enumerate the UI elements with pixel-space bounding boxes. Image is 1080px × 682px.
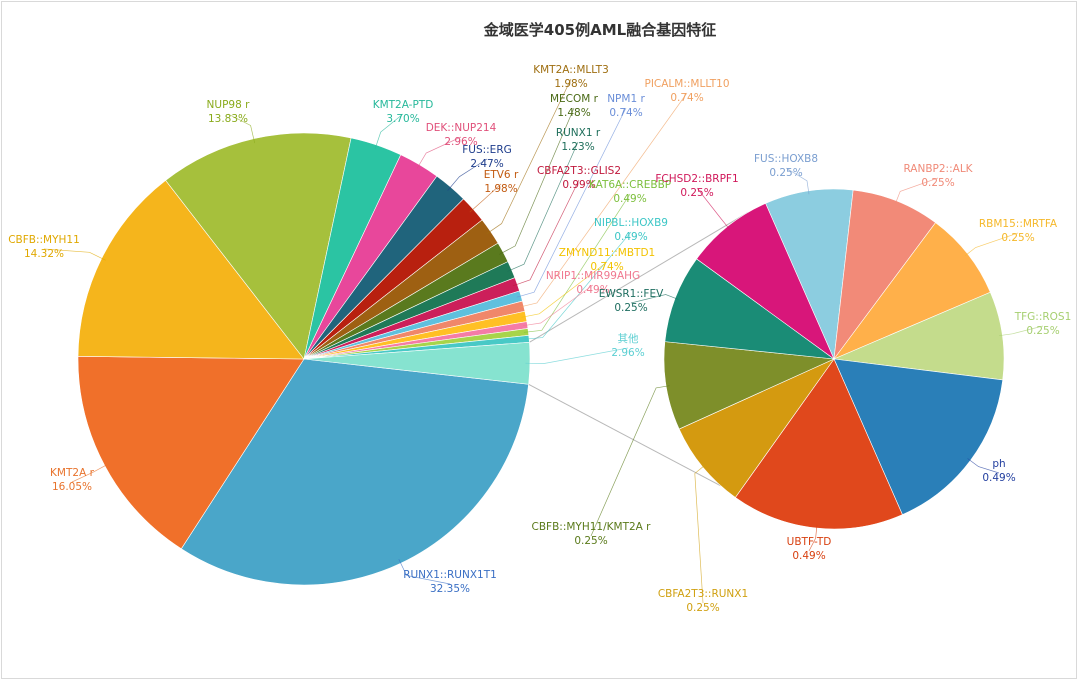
sub-label-rbm15-mrtfa: RBM15::MRTFA 0.25% — [979, 218, 1058, 244]
main-leader-line — [374, 113, 404, 150]
connector-lines — [528, 211, 749, 487]
main-leader-line — [525, 347, 629, 364]
sub-leader-line — [785, 167, 810, 195]
sub-leader-line — [694, 464, 706, 604]
main-label-leaders — [43, 78, 688, 585]
main-leader-line — [519, 92, 688, 308]
sub-label-leaders — [590, 167, 1044, 604]
main-label-kmt2a-r: KMT2A r 16.05% — [50, 467, 95, 493]
main-leader-line — [469, 183, 502, 213]
main-label-dek-nup214: DEK::NUP214 2.96% — [426, 122, 497, 148]
sub-label-cbfb-myh11-kmt2a-r: CBFB::MYH11/KMT2A r 0.25% — [532, 521, 652, 547]
sub-label-ewsr1-fev: EWSR1::FEV 0.25% — [599, 288, 664, 314]
sub-label-fchsd2-brpf1: FCHSD2::BRPF1 0.25% — [655, 173, 738, 199]
main-leader-line — [71, 463, 109, 483]
main-leader-line — [521, 261, 608, 318]
main-label-cbfb-myh11: CBFB::MYH11 14.32% — [8, 234, 80, 260]
main-label-etv6-r: ETV6 r 1.98% — [484, 169, 519, 195]
main-label-nrip1-mir99ahg: NRIP1::MIR99AHG 0.49% — [546, 270, 640, 296]
sub-leader-line — [630, 294, 679, 304]
main-leader-line — [398, 559, 451, 585]
sub-leader-line — [808, 524, 818, 552]
main-label-kmt2a-ptd: KMT2A-PTD 3.70% — [373, 99, 434, 125]
main-label-cbfa2t3-glis2: CBFA2T3::GLIS2 0.99% — [537, 165, 621, 191]
main-labels: RUNX1::RUNX1T1 32.35%KMT2A r 16.05%CBFB::M… — [8, 64, 729, 595]
sub-leader-line — [964, 232, 1019, 257]
pie-connector-line — [528, 383, 721, 487]
sub-leader-line — [894, 177, 939, 205]
main-leader-line — [486, 78, 572, 235]
main-label-fus-erg: FUS::ERG 2.47% — [462, 144, 512, 170]
main-leader-line — [516, 107, 627, 298]
sub-label-fus-hoxb8: FUS::HOXB8 0.25% — [754, 153, 818, 179]
sub-pie — [663, 188, 1005, 530]
main-leader-line — [523, 193, 631, 333]
main-leader-line — [524, 231, 632, 340]
sub-labels: FUS::HOXB8 0.25% RANBP2::ALK 0.25%RBM15::MR… — [532, 153, 1072, 614]
main-leader-line — [43, 248, 106, 261]
main-label-picalm-mllt10: PICALM::MLLT10 0.74% — [644, 78, 729, 104]
sub-label-tfg-ros1: TFG::ROS1 0.25% — [1014, 311, 1072, 337]
main-label-other: 其他 2.96% — [611, 332, 644, 359]
main-leader-line — [507, 141, 579, 272]
sub-label-ubtf-td: UBTF-TD 0.49% — [787, 536, 832, 562]
main-label-nipbl-hoxb9: NIPBL::HOXB9 0.49% — [594, 217, 668, 243]
sub-label-cbfa2t3-runx1: CBFA2T3::RUNX1 0.25% — [658, 588, 748, 614]
main-label-kat6a-crebbp: KAT6A::CREBBP 0.49% — [589, 179, 671, 205]
main-label-nup98-r: NUP98 r 13.83% — [207, 99, 251, 125]
sub-label-ph: ph 0.49% — [982, 458, 1015, 484]
main-leader-line — [416, 136, 462, 169]
main-leader-line — [499, 107, 575, 255]
sub-leader-line — [696, 187, 730, 230]
pie-connector-line — [529, 211, 749, 343]
main-leader-line — [227, 113, 256, 144]
main-label-zmynd11-mbtd1: ZMYND11::MBTD1 0.74% — [559, 247, 655, 273]
sub-label-ranbp2-alk: RANBP2::ALK 0.25% — [903, 163, 973, 189]
main-label-runx1-runx1t1: RUNX1::RUNX1T1 32.35% — [403, 569, 497, 595]
main-leader-line — [522, 284, 594, 327]
sub-leader-line — [998, 325, 1044, 337]
chart-title: 金域医学405例AML融合基因特征 — [483, 21, 716, 39]
sub-leader-line — [967, 458, 1000, 474]
main-label-runx1-r: RUNX1 r 1.23% — [556, 127, 601, 153]
sub-leader-line — [590, 385, 670, 537]
main-pie — [77, 132, 531, 586]
main-label-kmt2a-mllt3: KMT2A::MLLT3 1.98% — [533, 64, 609, 90]
main-label-npm1-r: NPM1 r 0.74% — [607, 93, 645, 119]
main-leader-line — [447, 158, 488, 191]
main-label-mecom-r: MECOM r 1.48% — [550, 93, 599, 119]
main-leader-line — [512, 179, 580, 287]
